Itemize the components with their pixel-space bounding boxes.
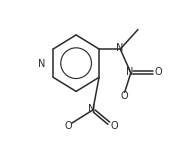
Text: O: O xyxy=(64,121,72,131)
Text: N: N xyxy=(38,59,45,69)
Text: N: N xyxy=(116,43,123,53)
Text: N: N xyxy=(126,67,134,77)
Text: O: O xyxy=(121,91,128,101)
Text: O: O xyxy=(110,121,118,131)
Text: O: O xyxy=(154,67,162,77)
Text: N: N xyxy=(88,104,96,114)
